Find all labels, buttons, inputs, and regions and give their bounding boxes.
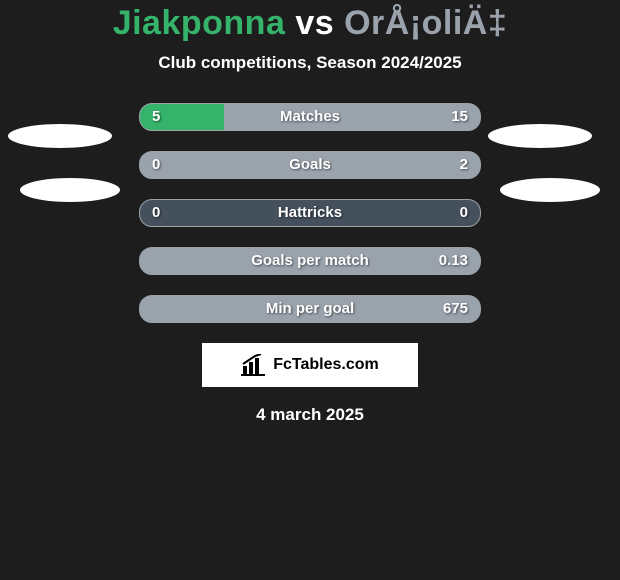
bar-chart-icon — [241, 354, 267, 376]
stat-label: Min per goal — [140, 296, 480, 322]
stat-value-b: 2 — [460, 152, 468, 178]
stat-value-b: 675 — [443, 296, 468, 322]
stat-row: 5Matches15 — [139, 103, 481, 131]
stats-container: 5Matches150Goals20Hattricks0Goals per ma… — [139, 103, 481, 323]
player-a-name: Jiakponna — [113, 4, 286, 42]
stat-value-b: 15 — [451, 104, 468, 130]
page-title: Jiakponna vs OrÅ¡oliÄ‡ — [0, 0, 620, 43]
vs-text: vs — [285, 4, 344, 42]
date-text: 4 march 2025 — [0, 405, 620, 425]
stat-label: Goals per match — [140, 248, 480, 274]
stat-value-b: 0.13 — [439, 248, 468, 274]
avatar-left-player — [20, 178, 120, 202]
stat-value-b: 0 — [460, 200, 468, 226]
subtitle: Club competitions, Season 2024/2025 — [0, 53, 620, 73]
avatar-right-player — [500, 178, 600, 202]
avatar-right-team — [488, 124, 592, 148]
avatar-left-team — [8, 124, 112, 148]
attribution-text: FcTables.com — [273, 356, 379, 374]
stat-label: Matches — [140, 104, 480, 130]
stat-row: 0Goals2 — [139, 151, 481, 179]
stat-row: Min per goal675 — [139, 295, 481, 323]
stat-row: 0Hattricks0 — [139, 199, 481, 227]
player-b-name: OrÅ¡oliÄ‡ — [344, 4, 507, 42]
stat-label: Hattricks — [140, 200, 480, 226]
stat-row: Goals per match0.13 — [139, 247, 481, 275]
attribution-badge[interactable]: FcTables.com — [202, 343, 418, 387]
stat-label: Goals — [140, 152, 480, 178]
